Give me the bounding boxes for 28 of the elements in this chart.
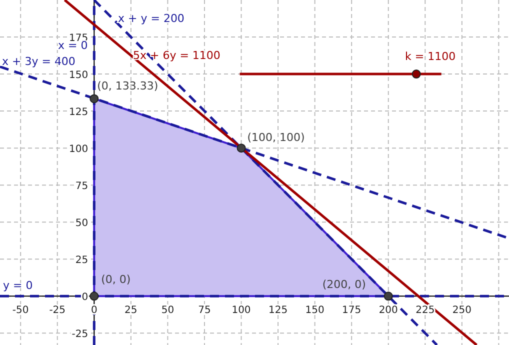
series-label: x + 3y = 400: [2, 55, 76, 68]
x-tick-label: -50: [12, 305, 29, 316]
series-label: k = 1100: [405, 50, 456, 63]
x-tick-label: 225: [416, 305, 435, 316]
x-tick-label: 200: [378, 305, 398, 316]
annotation: (200, 0): [322, 278, 366, 292]
y-tick-label: 75: [75, 181, 88, 192]
x-tick-label: 175: [342, 305, 362, 316]
y-tick-label: 50: [75, 218, 88, 230]
x-tick-label: 125: [268, 305, 288, 316]
series-label: 5x + 6y = 1100: [133, 49, 220, 62]
x-tick-label: 25: [124, 305, 138, 316]
x-tick-label: 50: [161, 305, 174, 316]
x-tick-label: -25: [49, 305, 66, 316]
series-label: x + y = 200: [118, 12, 184, 25]
y-tick-label: 100: [69, 144, 88, 156]
y-tick-label: -25: [72, 329, 88, 340]
annotation: (100, 100): [247, 131, 305, 144]
x-tick-label: 150: [305, 305, 324, 316]
x-tick-label: 100: [232, 305, 251, 316]
annotation: (0, 0): [101, 273, 131, 286]
annotation: (0, 133.33): [97, 80, 158, 93]
y-tick-label: 25: [75, 255, 88, 266]
y-tick-label: 150: [69, 70, 88, 82]
series-label: y = 0: [3, 279, 33, 292]
x-tick-label: 250: [452, 305, 472, 316]
x-tick-label: 75: [198, 305, 211, 316]
y-tick-label: 125: [69, 107, 88, 118]
